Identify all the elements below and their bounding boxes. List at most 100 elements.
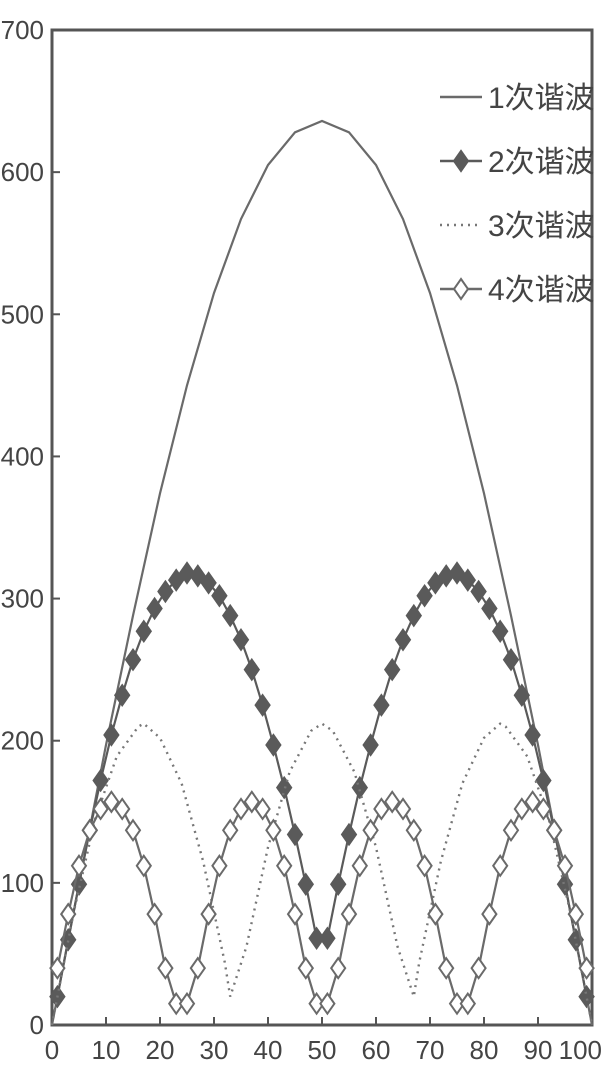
series-3 bbox=[50, 722, 594, 1026]
data-point bbox=[545, 818, 563, 843]
data-point bbox=[340, 902, 358, 926]
data-point bbox=[70, 854, 88, 878]
data-point bbox=[416, 583, 433, 608]
data-point bbox=[491, 619, 509, 644]
data-point bbox=[416, 854, 433, 878]
data-point bbox=[308, 926, 325, 951]
y-tick-label: 300 bbox=[1, 584, 44, 614]
data-point bbox=[200, 902, 217, 926]
data-point bbox=[167, 568, 185, 592]
x-tick-label: 80 bbox=[470, 1035, 499, 1065]
data-point bbox=[211, 583, 228, 608]
data-point bbox=[362, 818, 379, 843]
legend-marker bbox=[452, 149, 470, 173]
data-point bbox=[351, 854, 369, 878]
data-point bbox=[459, 991, 477, 1016]
legend-label: 3次谐波 bbox=[488, 210, 595, 243]
data-point bbox=[405, 818, 423, 843]
data-point bbox=[286, 902, 304, 926]
data-point bbox=[535, 797, 552, 821]
data-point bbox=[524, 790, 541, 814]
data-point bbox=[481, 902, 498, 926]
data-point bbox=[308, 991, 325, 1016]
data-point bbox=[113, 683, 131, 707]
data-point bbox=[502, 818, 520, 843]
data-point bbox=[157, 579, 174, 604]
data-point bbox=[200, 571, 217, 595]
data-point bbox=[189, 956, 207, 980]
data-point bbox=[297, 872, 315, 897]
data-point bbox=[232, 797, 250, 821]
data-point bbox=[513, 683, 531, 707]
legend-item-3: 3次谐波 bbox=[440, 210, 595, 243]
data-point bbox=[265, 818, 282, 843]
data-point bbox=[221, 818, 239, 843]
x-tick-label: 50 bbox=[308, 1035, 337, 1065]
data-point bbox=[513, 797, 531, 821]
data-point bbox=[92, 768, 109, 793]
y-tick-label: 400 bbox=[1, 441, 44, 471]
series-line-2 bbox=[56, 571, 588, 997]
data-point bbox=[221, 603, 239, 628]
y-tick-label: 700 bbox=[1, 15, 44, 45]
series-4 bbox=[49, 790, 595, 1016]
data-point bbox=[254, 797, 271, 821]
data-point bbox=[448, 991, 466, 1016]
data-point bbox=[211, 854, 228, 878]
plot-border bbox=[50, 28, 594, 1027]
data-point bbox=[394, 797, 412, 821]
data-point bbox=[470, 956, 487, 980]
x-tick-label: 90 bbox=[524, 1035, 553, 1065]
data-point bbox=[135, 854, 153, 878]
data-point bbox=[286, 822, 304, 847]
x-tick-label: 20 bbox=[146, 1035, 175, 1065]
y-axis: 0 100 200 300 400 500 600 700 bbox=[1, 15, 60, 1040]
data-point bbox=[297, 956, 315, 980]
data-point bbox=[124, 647, 142, 672]
data-point bbox=[340, 822, 358, 847]
data-point bbox=[383, 790, 401, 814]
y-tick-label: 0 bbox=[30, 1010, 44, 1040]
x-tick-label: 40 bbox=[254, 1035, 283, 1065]
data-point bbox=[448, 561, 466, 585]
series-line-1 bbox=[50, 119, 594, 1026]
data-point bbox=[157, 956, 174, 980]
data-point bbox=[437, 956, 455, 980]
legend-item-1: 1次谐波 bbox=[440, 82, 595, 115]
data-point bbox=[405, 603, 423, 628]
data-point bbox=[178, 991, 196, 1016]
x-tick-label: 70 bbox=[416, 1035, 445, 1065]
x-tick-label: 0 bbox=[45, 1035, 59, 1065]
data-point bbox=[556, 854, 574, 878]
data-point bbox=[265, 733, 282, 757]
data-point bbox=[113, 797, 131, 821]
data-point bbox=[319, 926, 336, 951]
data-point bbox=[49, 956, 66, 980]
data-point bbox=[427, 571, 444, 595]
data-point bbox=[254, 693, 271, 717]
data-point bbox=[481, 596, 498, 621]
data-point bbox=[567, 902, 585, 926]
data-point bbox=[146, 596, 163, 621]
series-line-3 bbox=[50, 722, 594, 1026]
data-point bbox=[329, 956, 347, 980]
data-point bbox=[189, 564, 207, 588]
legend: 1次谐波 2次谐波 3次谐波 4次谐波 bbox=[440, 82, 595, 307]
y-tick-label: 100 bbox=[1, 868, 44, 898]
data-point bbox=[232, 628, 250, 652]
legend-label: 4次谐波 bbox=[488, 274, 595, 307]
y-tick-label: 500 bbox=[1, 299, 44, 329]
legend-marker bbox=[452, 277, 470, 301]
data-point bbox=[167, 991, 185, 1016]
y-tick-label: 200 bbox=[1, 726, 44, 756]
series-layer bbox=[49, 119, 595, 1026]
data-point bbox=[103, 723, 120, 747]
data-point bbox=[275, 854, 293, 878]
data-point bbox=[524, 723, 541, 747]
data-point bbox=[535, 768, 552, 793]
legend-label: 2次谐波 bbox=[488, 146, 595, 179]
legend-item-2: 2次谐波 bbox=[440, 146, 595, 179]
x-tick-label: 10 bbox=[92, 1035, 121, 1065]
data-point bbox=[578, 956, 595, 980]
